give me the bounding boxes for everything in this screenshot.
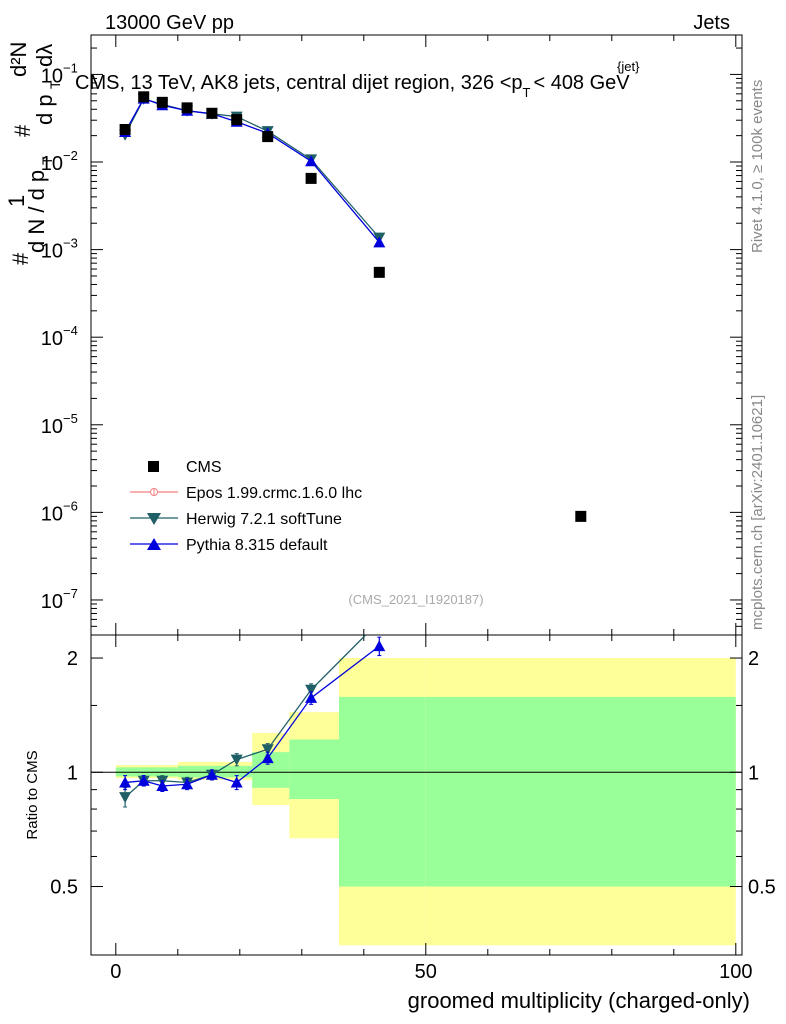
ratio-point-3-5 (230, 776, 243, 788)
header-energy-label: 13000 GeV pp (105, 12, 234, 34)
legend-herwig-label: Herwig 7.2.1 softTune (186, 511, 342, 528)
upper-y-axis-label: # 1 d N / d p T d²N d p T dλ # (4, 42, 63, 265)
band-inner-6 (252, 752, 290, 788)
y-tick-label--1: 10 (41, 65, 63, 87)
cms-point-4 (206, 107, 218, 119)
analysis-id-label: (CMS_2021_I1920187) (348, 592, 483, 607)
band-inner-5 (227, 765, 253, 778)
ratio-point-3-4 (205, 768, 218, 780)
ratio-y-axis-label: Ratio to CMS (24, 750, 41, 839)
ratio-tick-label-left-2: 2 (67, 648, 78, 670)
rivet-version-label: Rivet 4.1.0, ≥ 100k events (749, 80, 766, 253)
ratio-point-2-7 (305, 684, 318, 696)
curve-2 (124, 98, 380, 239)
chart-title-main: CMS, 13 TeV, AK8 jets, central dijet reg… (75, 72, 523, 94)
y-label-hash: # (8, 252, 33, 265)
cms-point-3 (181, 102, 193, 114)
cms-point-0 (119, 124, 131, 136)
header-jets-label: Jets (693, 12, 730, 34)
legend-epos-label: Epos 1.99.crmc.1.6.0 lhc (186, 485, 362, 502)
y-tick-exp--2: −2 (63, 148, 78, 163)
cms-point-8 (373, 266, 385, 278)
x-axis-label: groomed multiplicity (charged-only) (408, 988, 750, 1013)
y-label-d2n: d²N (6, 42, 31, 77)
y-label-one: 1 (4, 195, 29, 207)
cms-point-2 (156, 96, 168, 108)
chart-title: CMS, 13 TeV, AK8 jets, central dijet reg… (75, 72, 630, 100)
legend-cms-label: CMS (186, 459, 222, 476)
curve-3 (124, 97, 380, 243)
ratio-point-3-1 (137, 774, 150, 786)
x-tick-label-50: 50 (415, 961, 437, 983)
data-markers (119, 91, 587, 522)
cms-point-7 (305, 172, 317, 184)
ratio-plot-frame (90, 634, 743, 956)
chart-title-sub: T (523, 85, 531, 100)
x-tick-label-100: 100 (719, 961, 752, 983)
ratio-point-3-6 (261, 752, 274, 764)
y-tick-label--6: 10 (41, 503, 63, 525)
chart-title-end: < 408 GeV (533, 72, 630, 94)
ratio-curves (119, 634, 386, 808)
ratio-point-2-0 (119, 792, 132, 804)
chart-title-sup: {jet} (617, 59, 640, 74)
x-tick-label-0: 0 (110, 961, 121, 983)
mcplots-label: mcplots.cern.ch [arXiv:2401.10621] (749, 395, 766, 630)
y-label-t-sub-2: T (47, 80, 63, 89)
ratio-point-3-0 (119, 776, 132, 788)
y-tick-label--4: 10 (41, 328, 63, 350)
ratio-uncertainty-bands (91, 658, 742, 946)
y-label-t-sub-1: T (39, 156, 55, 165)
ratio-point-3-7 (305, 691, 318, 703)
cms-point-6 (262, 131, 274, 143)
y-tick-label--3: 10 (41, 241, 63, 263)
y-tick-label--7: 10 (41, 591, 63, 613)
band-inner-7 (289, 739, 339, 800)
series-curves (119, 92, 386, 248)
ratio-point-2-5 (230, 754, 243, 766)
curve-3-point-8 (373, 236, 386, 248)
band-inner-8 (339, 696, 426, 887)
band-inner-9 (425, 696, 736, 887)
y-tick-exp--5: −5 (63, 411, 78, 426)
y-tick-exp--7: −7 (63, 586, 78, 601)
band-inner-3 (177, 765, 203, 778)
cms-point-9 (575, 510, 587, 522)
ratio-point-3-8 (373, 640, 386, 652)
y-tick-exp--6: −6 (63, 498, 78, 513)
y-label-hash-2: # (10, 124, 35, 137)
y-label-dpt-dlambda: d p (32, 94, 57, 125)
ratio-tick-label-left-0.5: 0.5 (50, 877, 78, 899)
y-tick-exp--4: −4 (63, 323, 78, 338)
ratio-point-3-2 (156, 780, 169, 792)
ratio-point-2-6 (261, 744, 274, 756)
y-tick-label--5: 10 (41, 416, 63, 438)
ratio-tick-label-right-1: 1 (748, 762, 759, 784)
cms-point-5 (231, 114, 243, 126)
y-tick-exp--1: −1 (63, 60, 78, 75)
curve-3-point-7 (305, 155, 318, 167)
legend-pythia-marker (147, 538, 161, 550)
legend: CMS Epos 1.99.crmc.1.6.0 lhc Herwig 7.2.… (130, 459, 362, 554)
y-tick-exp--3: −3 (63, 236, 78, 251)
legend-cms-marker (148, 461, 159, 472)
ratio-tick-label-right-0.5: 0.5 (748, 877, 776, 899)
legend-pythia-label: Pythia 8.315 default (186, 537, 328, 554)
ratio-tick-label-left-1: 1 (67, 762, 78, 784)
y-label-dn-dpt: d N / d p (24, 170, 49, 253)
ratio-tick-label-right-2: 2 (748, 648, 759, 670)
y-tick-label--2: 10 (41, 153, 63, 175)
cms-point-1 (138, 91, 150, 103)
legend-herwig-marker (147, 513, 161, 525)
ratio-point-3-3 (181, 778, 194, 790)
y-label-dlambda: dλ (32, 44, 57, 67)
